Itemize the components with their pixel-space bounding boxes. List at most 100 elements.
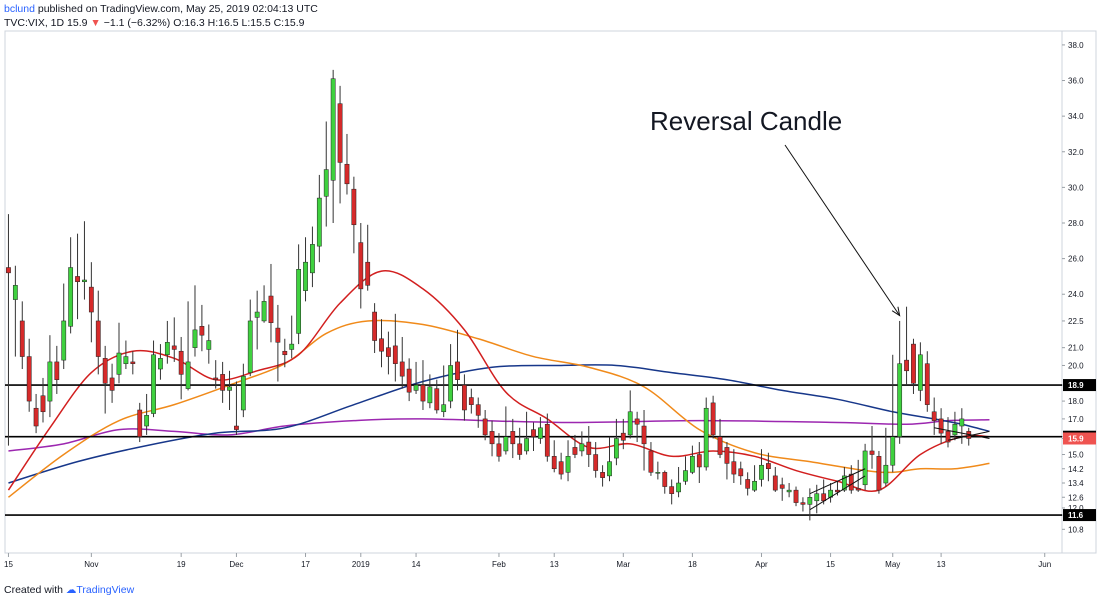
candle-down xyxy=(268,295,274,323)
candle-down xyxy=(420,384,426,402)
candle-up xyxy=(565,456,571,473)
annotation-text: Reversal Candle xyxy=(650,106,842,136)
candle-up xyxy=(47,361,53,402)
x-tick-label: 13 xyxy=(550,560,559,569)
candle-down xyxy=(911,343,916,384)
candle-up xyxy=(68,267,74,327)
candle-down xyxy=(365,261,371,286)
candle-up xyxy=(627,411,633,436)
candle-down xyxy=(586,441,592,455)
candle-down xyxy=(379,338,384,352)
level-badge xyxy=(1063,509,1096,522)
price-badges: 18.916.011.615.9 xyxy=(1063,379,1096,522)
candle-up xyxy=(759,464,764,480)
candle-up xyxy=(61,320,67,361)
candle-up xyxy=(917,354,923,391)
price-change: −1.1 (−6.32%) xyxy=(103,17,171,29)
candle-up xyxy=(786,489,792,493)
candle-down xyxy=(931,411,937,421)
y-tick-label: 38.0 xyxy=(1068,41,1084,50)
level-badge-text: 18.9 xyxy=(1068,381,1084,390)
candle-up xyxy=(897,363,903,437)
x-tick-label: Nov xyxy=(84,560,98,569)
candle-down xyxy=(40,395,46,413)
candle-up xyxy=(841,475,847,491)
y-tick-label: 18.0 xyxy=(1068,397,1084,406)
candle-down xyxy=(924,363,930,405)
candle-down xyxy=(731,461,737,475)
y-tick-label: 34.0 xyxy=(1068,112,1084,121)
x-tick-label: 14 xyxy=(412,560,421,569)
created-with-label: Created with xyxy=(4,584,63,596)
candle-up xyxy=(303,261,308,291)
candle-down xyxy=(738,468,744,477)
candle-down xyxy=(234,425,239,430)
candle-down xyxy=(821,493,827,502)
level-badge xyxy=(1063,379,1096,392)
candle-up xyxy=(427,386,433,404)
candle-up xyxy=(413,384,419,391)
candle-down xyxy=(351,188,357,226)
candle-down xyxy=(489,431,495,445)
chart-header: bclund published on TradingView.com, May… xyxy=(4,2,318,30)
candle-up xyxy=(192,329,198,348)
candle-up xyxy=(310,244,315,274)
down-arrow-icon: ▼ xyxy=(90,17,101,29)
candle-down xyxy=(358,242,364,290)
y-tick-label: 32.0 xyxy=(1068,148,1084,157)
candle-up xyxy=(240,375,246,411)
candle-down xyxy=(137,409,143,437)
candle-down xyxy=(496,443,502,457)
candle-down xyxy=(544,423,550,457)
price-axis-frame xyxy=(1061,30,1097,554)
trend-line xyxy=(809,475,866,511)
candle-up xyxy=(524,438,529,452)
candle-up xyxy=(254,311,260,318)
candle-down xyxy=(130,361,136,364)
candle-up xyxy=(116,352,122,375)
candle-up xyxy=(655,472,661,474)
candle-up xyxy=(296,269,302,334)
x-tick-label: May xyxy=(885,560,900,569)
author-name[interactable]: bclund xyxy=(4,3,35,15)
candle-down xyxy=(88,286,94,313)
candle-up xyxy=(185,361,191,389)
candle-up xyxy=(683,470,688,482)
candle-down xyxy=(33,407,39,427)
candle-up xyxy=(703,407,709,468)
x-tick-label: 15 xyxy=(826,560,835,569)
candle-down xyxy=(938,418,944,434)
last-price-badge xyxy=(1063,432,1096,445)
candle-down xyxy=(662,472,668,487)
candle-down xyxy=(945,431,951,443)
candle-up xyxy=(448,365,453,402)
candle-down xyxy=(455,361,460,380)
candle-down xyxy=(745,479,751,489)
y-tick-label: 12.6 xyxy=(1068,493,1084,502)
candle-up xyxy=(144,415,150,427)
candle-down xyxy=(275,327,281,343)
candle-down xyxy=(620,432,626,441)
candle-up xyxy=(330,78,336,181)
y-tick-label: 15.0 xyxy=(1068,451,1084,460)
candle-down xyxy=(482,418,488,436)
candle-up xyxy=(883,464,889,484)
candle-down xyxy=(848,473,854,491)
candle-up xyxy=(614,438,619,459)
candle-down xyxy=(551,456,557,470)
trend-line xyxy=(947,430,990,441)
candle-down xyxy=(75,276,80,283)
candle-up xyxy=(289,343,295,350)
candle-down xyxy=(600,472,605,478)
tradingview-link[interactable]: TradingView xyxy=(76,584,135,596)
candle-up xyxy=(607,461,612,477)
candle-up xyxy=(247,320,253,373)
candle-down xyxy=(779,484,785,489)
candle-up xyxy=(82,279,87,283)
candle-down xyxy=(772,475,778,491)
x-tick-label: 19 xyxy=(177,560,186,569)
candle-down xyxy=(717,436,723,455)
trend-line xyxy=(934,427,990,439)
candle-up xyxy=(323,169,329,197)
